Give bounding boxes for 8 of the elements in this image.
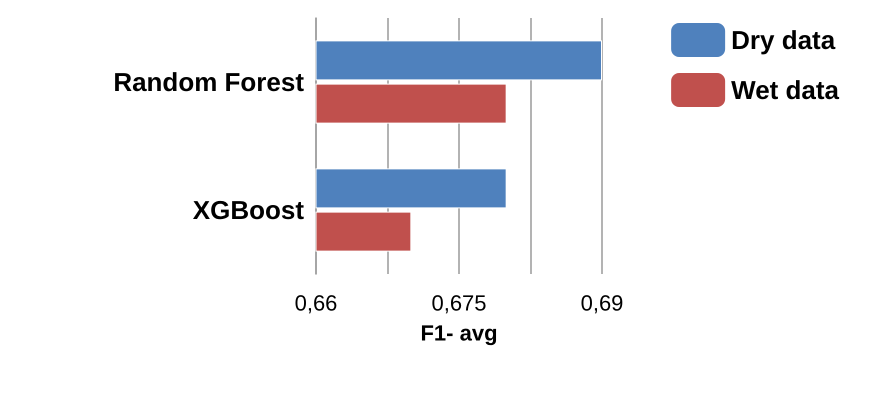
x-tick-label: 0,66 [294,290,338,316]
x-tick-label: 0,675 [431,290,487,316]
y-tick-label: Random Forest [113,67,304,97]
y-tick-label: XGBoost [192,195,304,225]
x-axis-title: F1- avg [420,320,498,346]
legend-label: Dry data [731,25,836,55]
legend-label: Wet data [731,75,840,105]
x-tick-label: 0,69 [580,290,624,316]
